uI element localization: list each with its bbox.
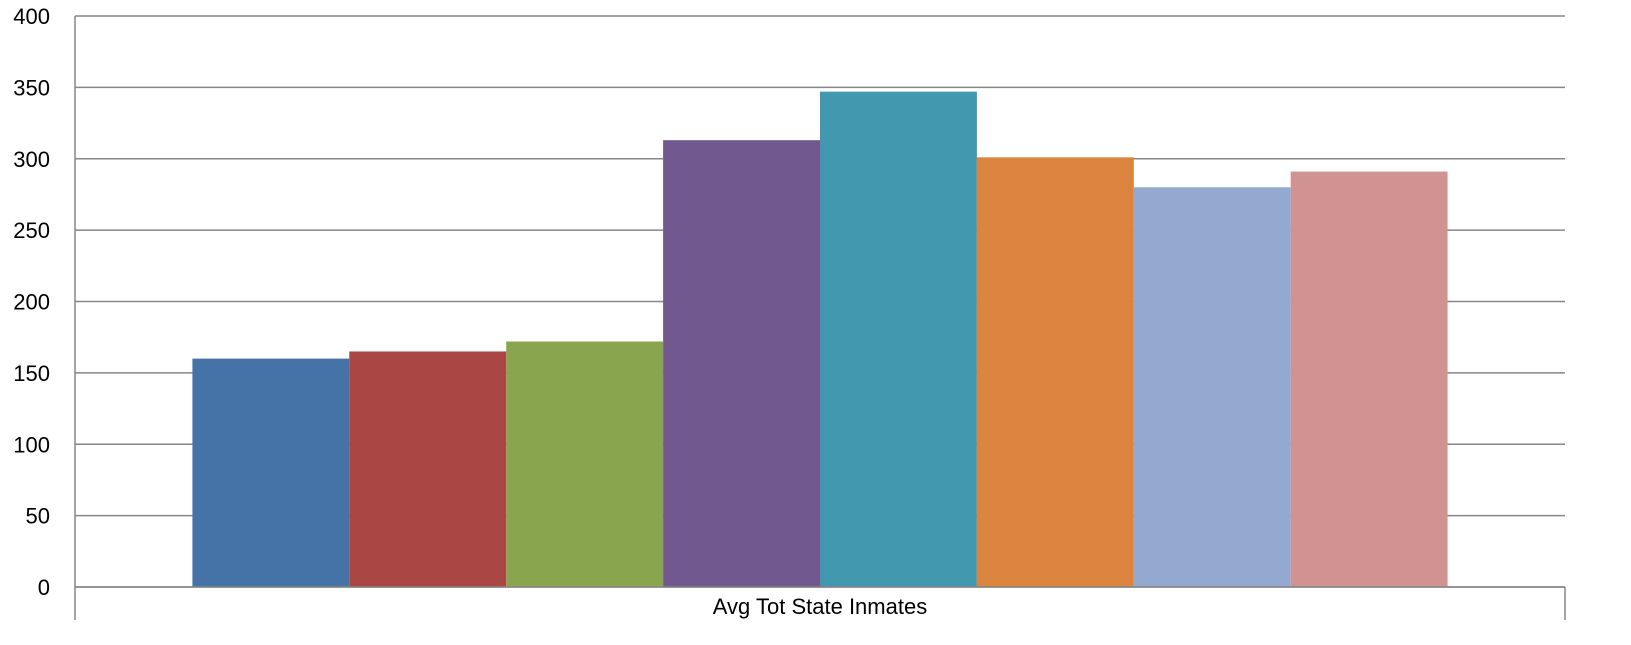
y-tick-label: 400: [13, 4, 50, 29]
y-tick-label: 0: [38, 575, 50, 600]
y-tick-label: 200: [13, 290, 50, 315]
bar-series-5: [820, 91, 977, 587]
x-category-label: Avg Tot State Inmates: [713, 594, 927, 619]
y-tick-label: 50: [26, 504, 50, 529]
x-category-labels: Avg Tot State Inmates: [713, 594, 927, 619]
bar-series-3: [506, 341, 664, 587]
y-tick-label: 300: [13, 147, 50, 172]
y-tick-label: 100: [13, 432, 50, 457]
y-tick-label: 350: [13, 75, 50, 100]
y-tick-label: 250: [13, 218, 50, 243]
bars: [192, 91, 1448, 588]
bar-series-2: [349, 351, 507, 587]
bar-series-6: [976, 157, 1134, 587]
axes: [74, 16, 1566, 620]
y-tick-label: 150: [13, 361, 50, 386]
bar-series-8: [1290, 171, 1448, 587]
bar-series-7: [1133, 187, 1291, 588]
bar-series-1: [192, 358, 350, 587]
y-tick-labels: 0 50 100 150 200 250 300 350 400: [13, 4, 50, 600]
bar-series-4: [663, 140, 820, 587]
